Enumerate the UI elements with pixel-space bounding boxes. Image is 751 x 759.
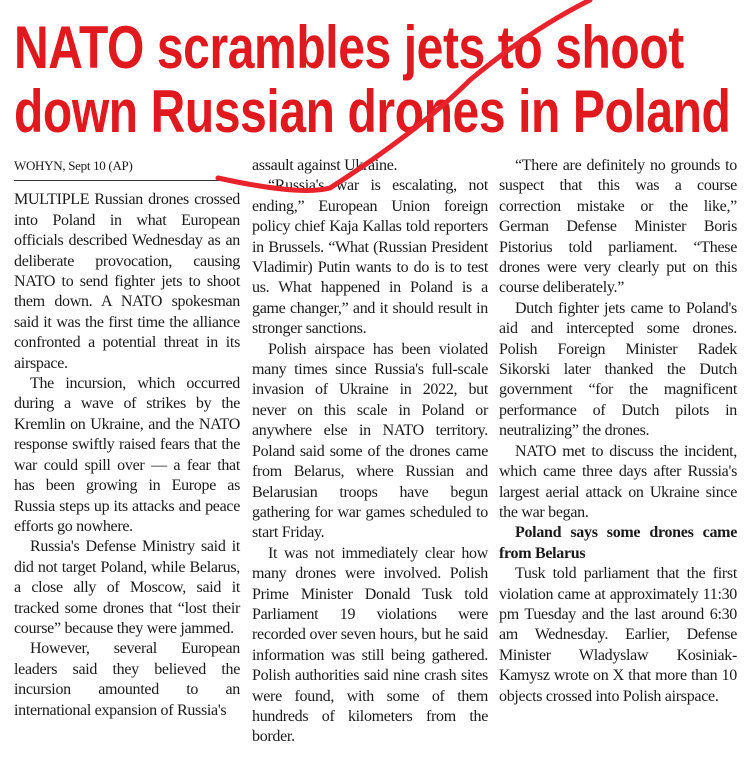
divider	[14, 180, 240, 181]
paragraph: Polish airspace has been violated many t…	[252, 340, 488, 542]
dateline: WOHYN, Sept 10 (AP)	[14, 158, 133, 173]
column: “There are definitely no grounds to susp…	[499, 156, 737, 707]
paragraph: However, several European leaders said t…	[14, 640, 240, 719]
paragraph: Tusk told parliament that the first viol…	[499, 565, 737, 705]
subhead: Poland says some drones came from Belaru…	[499, 524, 737, 562]
column: WOHYN, Sept 10 (AP) MULTIPLE Russian dro…	[14, 156, 240, 721]
headline: down Russian drones in Poland	[14, 78, 731, 145]
paragraph: Russia's Defense Ministry said it did no…	[14, 538, 240, 637]
paragraph: It was not immediately clear how many dr…	[252, 544, 488, 746]
paragraph: The incursion, which occurred during a w…	[14, 375, 240, 535]
paragraph: MULTIPLE Russian drones crossed into Pol…	[14, 191, 240, 372]
column: assault against Ukraine. “Russia's war i…	[252, 156, 488, 748]
paragraph: “Russia's war is escalating, not ending,…	[252, 177, 488, 338]
paragraph: NATO met to discuss the incident, which …	[499, 442, 737, 521]
headline: NATO scrambles jets to shoot	[14, 14, 684, 81]
paragraph: “There are definitely no grounds to susp…	[499, 157, 737, 297]
paragraph: Dutch fighter jets came to Poland's aid …	[499, 299, 737, 440]
paragraph: assault against Ukraine.	[252, 157, 398, 174]
